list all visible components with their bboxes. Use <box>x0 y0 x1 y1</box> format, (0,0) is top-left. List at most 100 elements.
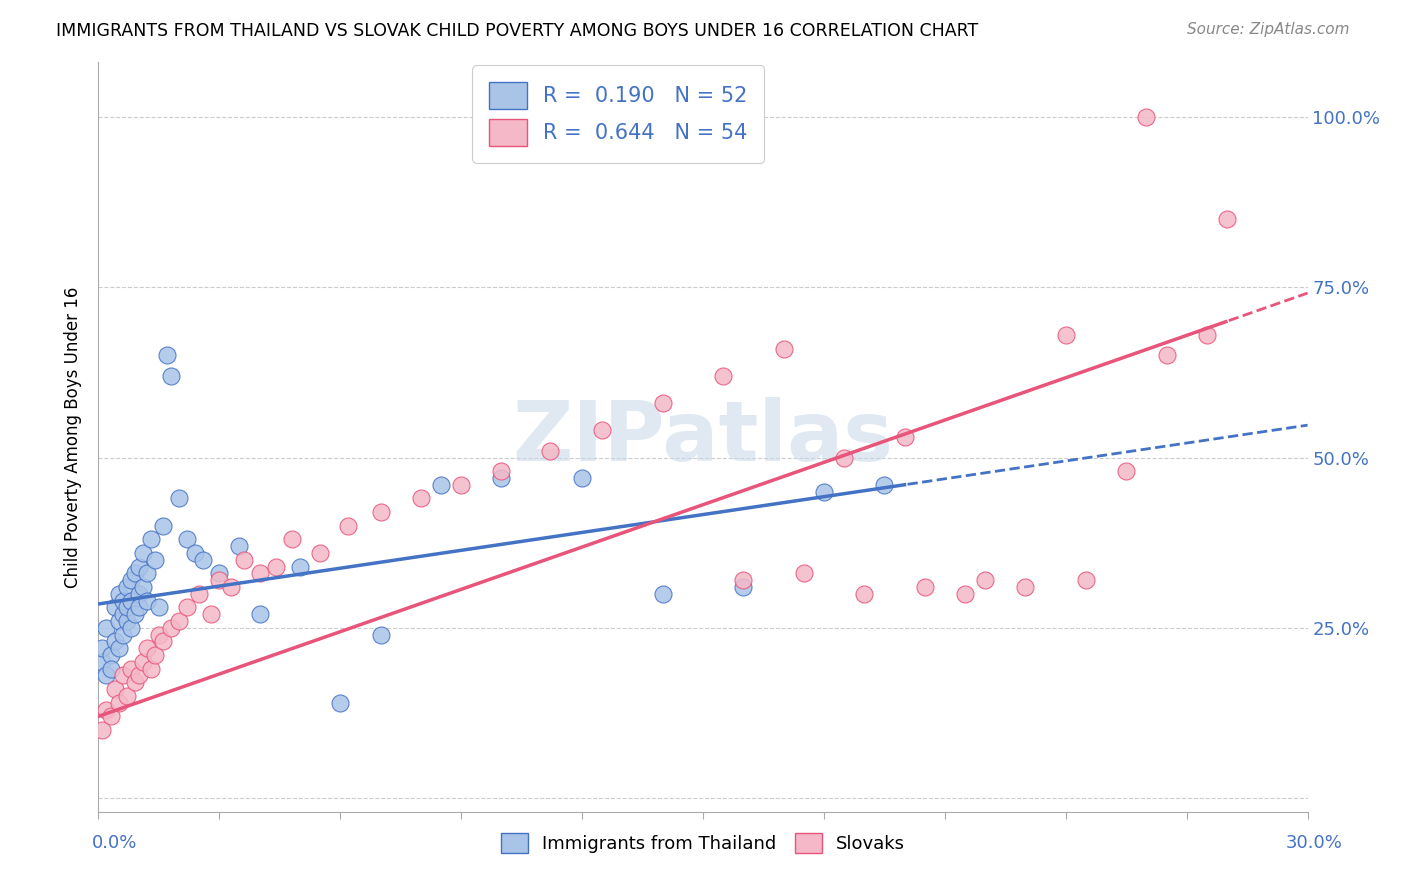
Point <box>176 533 198 547</box>
Point <box>873 477 896 491</box>
Point <box>96 668 118 682</box>
Legend: R =  0.190   N = 52, R =  0.644   N = 54: R = 0.190 N = 52, R = 0.644 N = 54 <box>472 65 765 162</box>
Point <box>120 662 142 676</box>
Point <box>148 627 170 641</box>
Point <box>793 566 815 581</box>
Point <box>893 430 915 444</box>
Point <box>288 559 311 574</box>
Point <box>733 580 755 594</box>
Point <box>103 634 125 648</box>
Point <box>111 593 134 607</box>
Point <box>132 546 155 560</box>
Point <box>491 471 513 485</box>
Point <box>711 368 734 383</box>
Point <box>853 587 876 601</box>
Point <box>193 552 215 566</box>
Point <box>733 573 755 587</box>
Point <box>132 655 155 669</box>
Point <box>491 464 513 478</box>
Point <box>107 641 129 656</box>
Point <box>91 655 114 669</box>
Point <box>128 559 150 574</box>
Point <box>96 702 118 716</box>
Point <box>160 621 183 635</box>
Point <box>139 533 162 547</box>
Point <box>143 648 166 662</box>
Legend: Immigrants from Thailand, Slovaks: Immigrants from Thailand, Slovaks <box>494 825 912 861</box>
Point <box>111 627 134 641</box>
Point <box>208 566 231 581</box>
Point <box>115 689 138 703</box>
Point <box>974 573 997 587</box>
Text: 30.0%: 30.0% <box>1286 834 1343 852</box>
Point <box>772 342 794 356</box>
Point <box>135 566 157 581</box>
Point <box>124 566 146 581</box>
Point <box>111 668 134 682</box>
Point <box>184 546 207 560</box>
Point <box>107 587 129 601</box>
Point <box>1135 110 1157 124</box>
Text: IMMIGRANTS FROM THAILAND VS SLOVAK CHILD POVERTY AMONG BOYS UNDER 16 CORRELATION: IMMIGRANTS FROM THAILAND VS SLOVAK CHILD… <box>56 22 979 40</box>
Point <box>1074 573 1097 587</box>
Point <box>249 607 271 622</box>
Point <box>571 471 593 485</box>
Point <box>100 709 122 723</box>
Point <box>139 662 162 676</box>
Point <box>409 491 432 506</box>
Point <box>264 559 287 574</box>
Point <box>1054 327 1077 342</box>
Point <box>370 505 392 519</box>
Point <box>337 518 360 533</box>
Point <box>1195 327 1218 342</box>
Point <box>152 634 174 648</box>
Point <box>1156 348 1178 362</box>
Point <box>143 552 166 566</box>
Point <box>128 668 150 682</box>
Point <box>329 696 352 710</box>
Point <box>103 682 125 697</box>
Point <box>450 477 472 491</box>
Text: Source: ZipAtlas.com: Source: ZipAtlas.com <box>1187 22 1350 37</box>
Point <box>152 518 174 533</box>
Point <box>953 587 976 601</box>
Point <box>96 621 118 635</box>
Point <box>135 641 157 656</box>
Point <box>160 368 183 383</box>
Point <box>135 593 157 607</box>
Text: ZIPatlas: ZIPatlas <box>513 397 893 477</box>
Point <box>430 477 453 491</box>
Point <box>100 648 122 662</box>
Point <box>651 396 673 410</box>
Point <box>914 580 936 594</box>
Point <box>91 641 114 656</box>
Point <box>124 675 146 690</box>
Point <box>1014 580 1036 594</box>
Point <box>1216 212 1239 227</box>
Point <box>538 443 561 458</box>
Point <box>232 552 254 566</box>
Point <box>124 607 146 622</box>
Point <box>132 580 155 594</box>
Point <box>176 600 198 615</box>
Point <box>200 607 222 622</box>
Point <box>111 607 134 622</box>
Point <box>115 600 138 615</box>
Point <box>651 587 673 601</box>
Point <box>107 696 129 710</box>
Point <box>115 614 138 628</box>
Point <box>120 573 142 587</box>
Point <box>91 723 114 737</box>
Point <box>281 533 304 547</box>
Point <box>370 627 392 641</box>
Point <box>1115 464 1137 478</box>
Point <box>103 600 125 615</box>
Point <box>221 580 243 594</box>
Point <box>120 621 142 635</box>
Point <box>309 546 332 560</box>
Point <box>100 662 122 676</box>
Point <box>188 587 211 601</box>
Point <box>208 573 231 587</box>
Point <box>813 484 835 499</box>
Point <box>167 491 190 506</box>
